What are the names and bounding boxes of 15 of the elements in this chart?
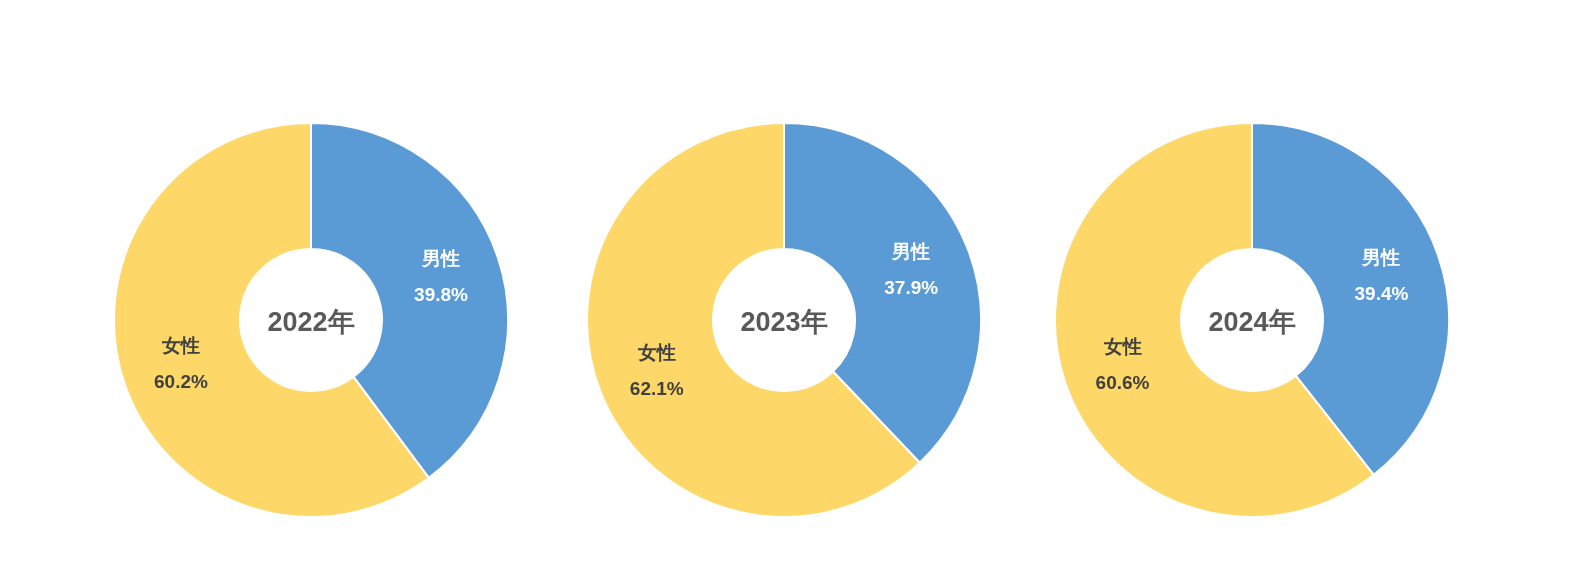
- slice-label: 女性: [636, 342, 676, 364]
- slice-label: 男性: [421, 248, 461, 270]
- data-label: 62.1%: [629, 378, 684, 400]
- data-label: 60.2%: [154, 370, 209, 392]
- text: 2024年: [1208, 306, 1296, 337]
- text: 2022年: [267, 306, 355, 337]
- text: 2023年: [740, 306, 828, 337]
- slice-label: 男性: [891, 240, 931, 262]
- slice-label: 男性: [1361, 246, 1401, 268]
- data-label: 39.8%: [414, 284, 469, 306]
- data-label: 60.6%: [1095, 372, 1150, 394]
- slice-label: 女性: [160, 334, 200, 356]
- data-label: 39.4%: [1354, 282, 1409, 304]
- slice-label: 女性: [1102, 336, 1142, 358]
- data-label: 37.9%: [884, 276, 939, 298]
